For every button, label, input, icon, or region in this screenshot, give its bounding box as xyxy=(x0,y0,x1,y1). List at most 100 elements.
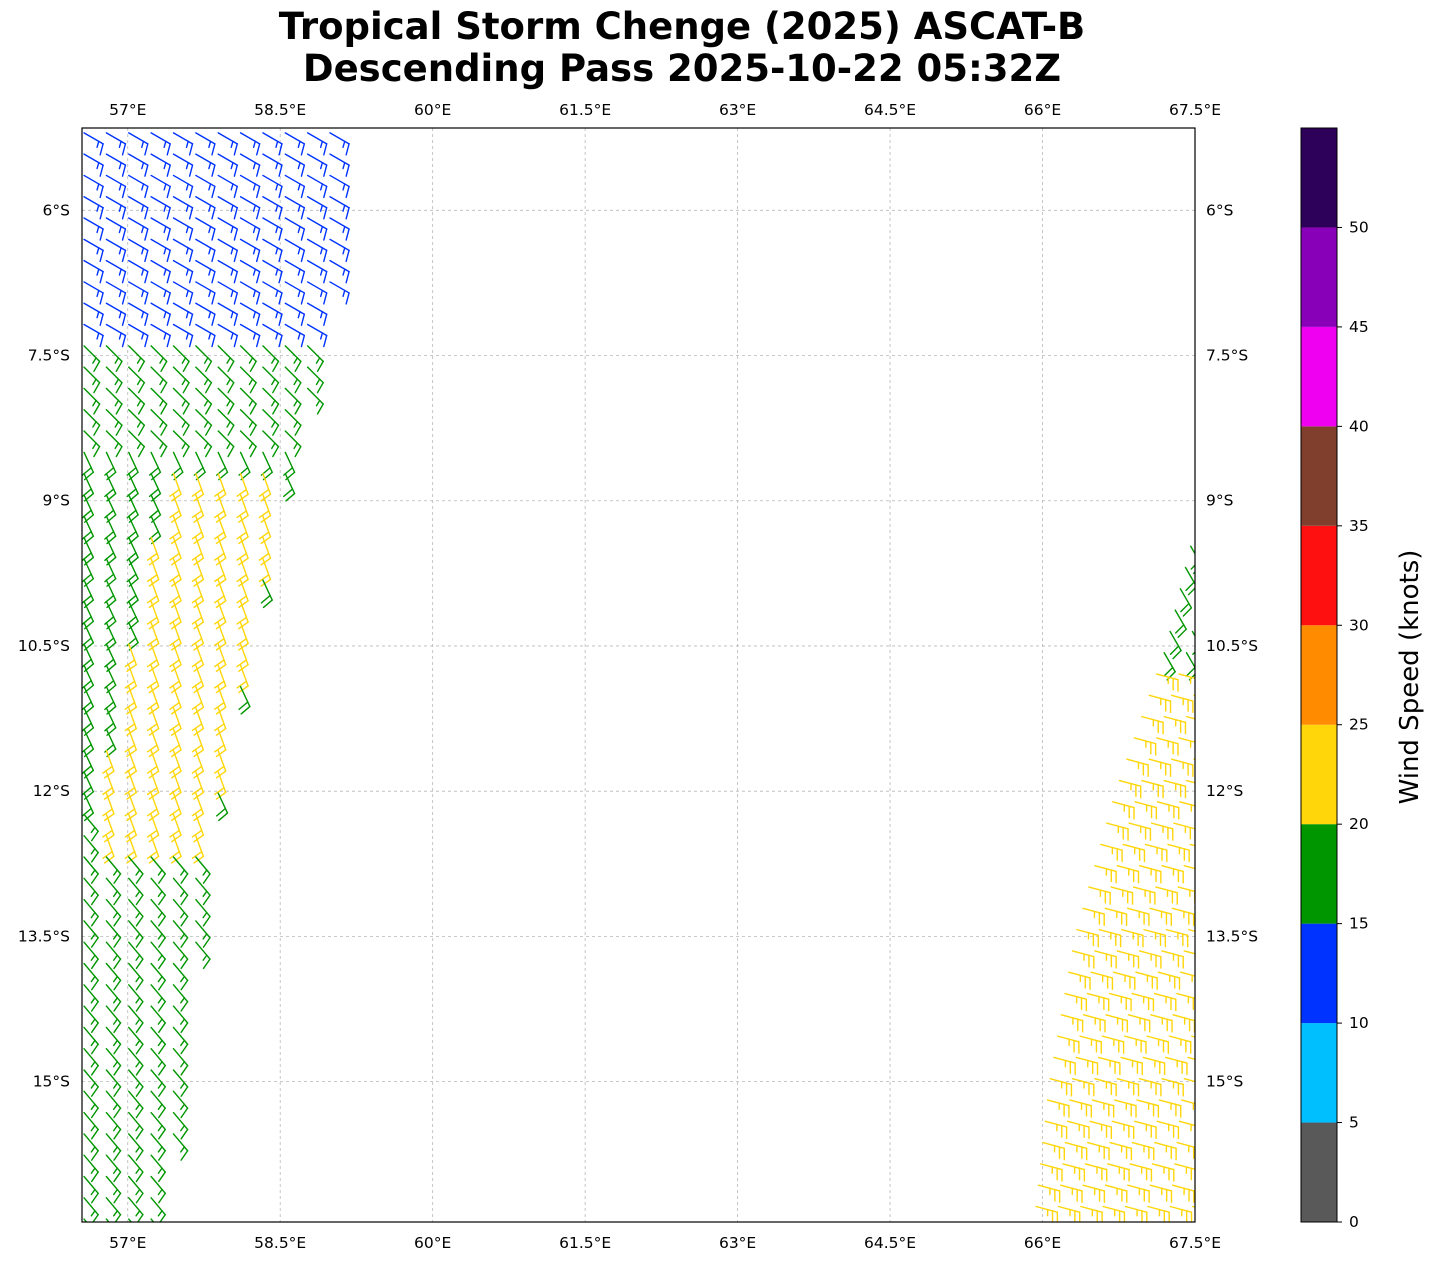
barb-shaft xyxy=(1127,1014,1151,1022)
barb-flag xyxy=(158,1192,166,1204)
barb-flag xyxy=(182,360,190,372)
barb-shaft xyxy=(195,302,216,315)
barb-shaft xyxy=(1194,907,1195,910)
wind-barb xyxy=(1156,737,1179,756)
wind-barb xyxy=(128,898,144,927)
barb-half-flag xyxy=(181,378,187,386)
barb-shaft xyxy=(105,877,122,896)
colorbar-tick-label: 45 xyxy=(1349,318,1369,336)
barb-half-flag xyxy=(157,933,163,940)
barb-shaft xyxy=(195,259,216,273)
barb-half-flag xyxy=(319,140,324,148)
barb-shaft xyxy=(128,792,137,815)
wind-barb xyxy=(105,920,122,948)
barb-shaft xyxy=(217,600,227,623)
wind-barb xyxy=(1191,630,1195,660)
barb-shaft xyxy=(83,174,104,188)
barb-shaft xyxy=(306,345,324,363)
wind-barb xyxy=(239,302,261,326)
barb-shaft xyxy=(1062,1163,1086,1171)
barb-flag xyxy=(188,292,194,305)
wind-barb xyxy=(150,409,168,436)
wind-barb xyxy=(128,174,149,199)
barb-flag xyxy=(124,808,136,817)
barb-shaft xyxy=(105,1154,122,1173)
wind-barb xyxy=(1185,715,1195,720)
barb-shaft xyxy=(262,579,273,601)
wind-barb xyxy=(150,196,171,220)
wind-barb xyxy=(172,856,189,884)
barb-flag xyxy=(193,493,205,502)
barb-shaft xyxy=(1193,694,1195,697)
barb-flag xyxy=(144,185,149,199)
barb-half-flag xyxy=(90,869,96,876)
barb-shaft xyxy=(105,536,117,559)
wind-barb xyxy=(172,174,194,199)
lon-tick-label-top: 57°E xyxy=(109,101,146,119)
barb-flag xyxy=(166,313,171,326)
wind-barb xyxy=(1163,779,1187,799)
barb-flag xyxy=(102,850,113,859)
wind-barb xyxy=(239,196,261,220)
barb-half-flag xyxy=(319,183,324,191)
barb-flag xyxy=(135,1086,144,1097)
barb-shaft xyxy=(83,196,104,209)
barb-half-flag xyxy=(315,357,321,364)
wind-barb xyxy=(1138,865,1162,884)
barb-flag xyxy=(300,228,306,241)
barb-flag xyxy=(260,594,271,604)
barb-shaft xyxy=(105,409,123,426)
barb-flag xyxy=(193,706,205,715)
barb-shaft xyxy=(329,153,350,166)
wind-barb xyxy=(172,1069,189,1097)
wind-barb xyxy=(306,366,324,394)
wind-barb xyxy=(1116,1078,1140,1097)
barb-flag xyxy=(103,813,115,822)
barb-flag xyxy=(180,1064,189,1076)
wind-barb xyxy=(217,366,235,394)
barb-shaft xyxy=(172,877,189,896)
barb-shaft xyxy=(150,238,171,252)
barb-shaft xyxy=(329,259,350,273)
barb-half-flag xyxy=(159,399,164,407)
barb-shaft xyxy=(128,856,144,875)
barb-flag xyxy=(135,1064,144,1076)
wind-barb xyxy=(329,281,350,305)
barb-flag xyxy=(193,749,205,758)
barb-shaft xyxy=(195,281,216,294)
barb-flag xyxy=(1187,587,1195,596)
barb-half-flag xyxy=(159,421,164,428)
barb-shaft xyxy=(1116,1078,1140,1086)
wind-barb xyxy=(262,387,280,415)
wind-barb xyxy=(195,238,216,263)
barb-flag xyxy=(169,659,180,668)
barb-flag xyxy=(278,228,283,241)
barb-shaft xyxy=(195,920,211,939)
barb-half-flag xyxy=(92,357,97,364)
wind-barb xyxy=(150,302,171,326)
barb-shaft xyxy=(83,941,99,960)
barb-shaft xyxy=(217,515,227,538)
barb-shaft xyxy=(128,685,137,708)
barb-shaft xyxy=(1156,801,1180,809)
barb-shaft xyxy=(239,664,249,687)
barb-half-flag xyxy=(230,268,234,276)
barb-shaft xyxy=(1128,822,1152,830)
wind-barb xyxy=(195,366,213,394)
wind-barb xyxy=(172,196,194,220)
wind-barb xyxy=(1163,715,1187,735)
barb-flag xyxy=(166,292,171,305)
wind-barb xyxy=(236,622,249,651)
barb-half-flag xyxy=(202,911,208,919)
barb-flag xyxy=(345,185,350,199)
wind-barb xyxy=(1167,843,1190,863)
barb-flag xyxy=(148,685,160,694)
barb-shaft xyxy=(1053,1056,1076,1064)
lat-tick-label-right: 9°S xyxy=(1206,492,1233,510)
wind-barb xyxy=(329,132,350,156)
barb-flag xyxy=(191,723,203,732)
barb-half-flag xyxy=(208,204,212,212)
barb-half-flag xyxy=(112,933,119,940)
wind-barb xyxy=(284,281,306,305)
barb-flag xyxy=(191,531,203,540)
